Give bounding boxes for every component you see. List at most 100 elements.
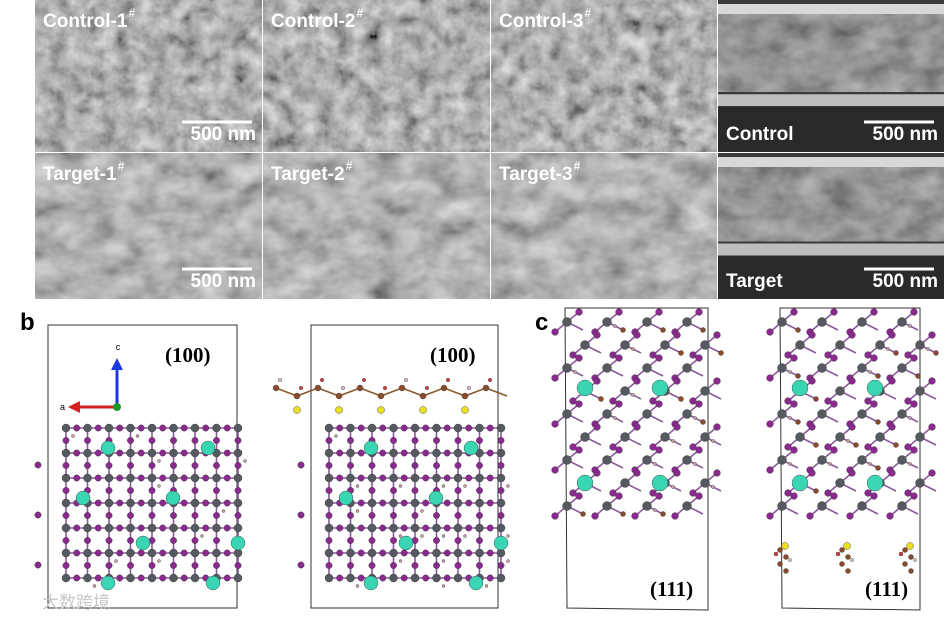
bond [317, 387, 340, 397]
atom [857, 501, 867, 511]
atom [453, 523, 463, 533]
atom [234, 512, 242, 519]
atom [562, 501, 572, 511]
atom [169, 423, 178, 433]
sem-texture [718, 8, 944, 92]
atom [476, 537, 483, 544]
atom [443, 474, 451, 482]
atom [784, 397, 792, 405]
atom [432, 448, 441, 458]
atom [928, 423, 936, 431]
atom [191, 562, 199, 569]
atom [870, 446, 878, 454]
atom [496, 473, 506, 483]
atom [817, 363, 827, 373]
atom [126, 573, 135, 583]
atom [569, 397, 577, 405]
atom [806, 512, 814, 520]
atom [902, 561, 908, 567]
atom [135, 434, 140, 438]
atom [410, 523, 420, 533]
atom [223, 474, 231, 482]
atom [379, 574, 387, 582]
atom [180, 549, 188, 557]
atom [94, 499, 102, 507]
atom [137, 574, 145, 582]
atom [475, 423, 484, 433]
atom [126, 548, 135, 558]
atom [100, 575, 116, 591]
atom [390, 512, 397, 519]
atom [398, 535, 414, 551]
atom [766, 420, 774, 428]
sem-image [491, 0, 717, 152]
atom [411, 562, 419, 569]
atom [902, 547, 908, 553]
atom [461, 392, 469, 400]
atom [897, 317, 907, 327]
atom [613, 416, 617, 420]
bond [296, 387, 319, 397]
atom [497, 487, 505, 494]
atom [835, 478, 845, 488]
atom [441, 559, 446, 563]
atom [649, 443, 657, 451]
atom [148, 462, 156, 469]
atom [493, 535, 509, 551]
atom [190, 448, 200, 458]
atom [475, 498, 484, 508]
atom [898, 551, 904, 557]
atom [496, 573, 506, 583]
atom [888, 331, 896, 339]
atom [170, 437, 177, 444]
atom [609, 397, 617, 405]
atom [233, 473, 243, 483]
panel-label: Target-1 [43, 164, 117, 185]
atom [575, 308, 583, 316]
atom [817, 409, 827, 419]
atom [790, 400, 798, 408]
atom [443, 424, 451, 432]
atom [682, 363, 692, 373]
atom [700, 327, 706, 333]
atom [433, 537, 440, 544]
atom [428, 490, 444, 506]
atom [835, 551, 841, 557]
atom [700, 419, 706, 425]
atom [61, 498, 71, 508]
atom [126, 473, 135, 483]
atom [465, 424, 473, 432]
atom [126, 448, 135, 458]
atom [357, 574, 365, 582]
atom [127, 512, 134, 519]
atom [200, 440, 216, 456]
atom [212, 498, 221, 508]
atom [389, 448, 398, 458]
atom [682, 317, 692, 327]
atom [440, 384, 448, 392]
atom [422, 574, 430, 582]
miller-index: (111) [650, 577, 693, 601]
atom [320, 378, 325, 383]
atom [420, 509, 424, 513]
atom [910, 446, 918, 454]
atom [400, 449, 408, 457]
atom [367, 498, 377, 508]
atom [61, 523, 71, 533]
atom [602, 455, 612, 465]
atom [613, 324, 617, 328]
atom [223, 549, 231, 557]
atom [180, 524, 188, 532]
atom [839, 561, 845, 567]
atom [497, 437, 505, 444]
atom [357, 524, 365, 532]
atom [609, 351, 617, 359]
atom [213, 512, 220, 519]
atom [420, 534, 424, 538]
atom [575, 354, 583, 362]
atom [830, 446, 838, 454]
atom [363, 575, 379, 591]
atom [379, 524, 387, 532]
atom [506, 559, 510, 563]
atom [933, 350, 939, 356]
